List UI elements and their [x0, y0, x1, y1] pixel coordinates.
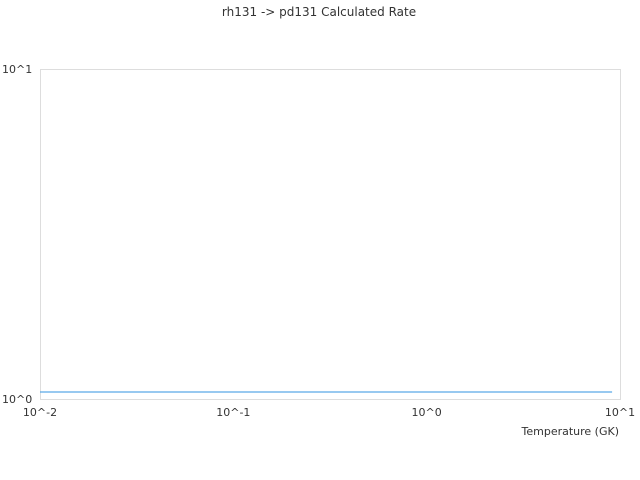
x-tick-label: 10^-2: [23, 406, 57, 419]
y-tick-label: 10^0: [2, 393, 32, 406]
chart-title: rh131 -> pd131 Calculated Rate: [222, 5, 416, 19]
x-tick-label: 10^-1: [216, 406, 250, 419]
y-tick-label: 10^1: [2, 63, 32, 76]
x-tick-label: 10^1: [605, 406, 635, 419]
x-tick-label: 10^0: [412, 406, 442, 419]
plot-area: [40, 69, 621, 400]
x-axis-label: Temperature (GK): [521, 425, 620, 438]
